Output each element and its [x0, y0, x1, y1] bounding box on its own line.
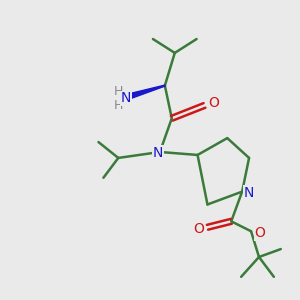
Text: O: O [193, 222, 204, 236]
Text: N: N [153, 146, 163, 160]
Text: O: O [208, 96, 219, 110]
Text: O: O [254, 226, 266, 240]
Text: N: N [121, 92, 131, 106]
Text: H: H [114, 85, 123, 98]
Text: H: H [114, 99, 123, 112]
Text: N: N [244, 186, 254, 200]
Polygon shape [122, 85, 165, 101]
